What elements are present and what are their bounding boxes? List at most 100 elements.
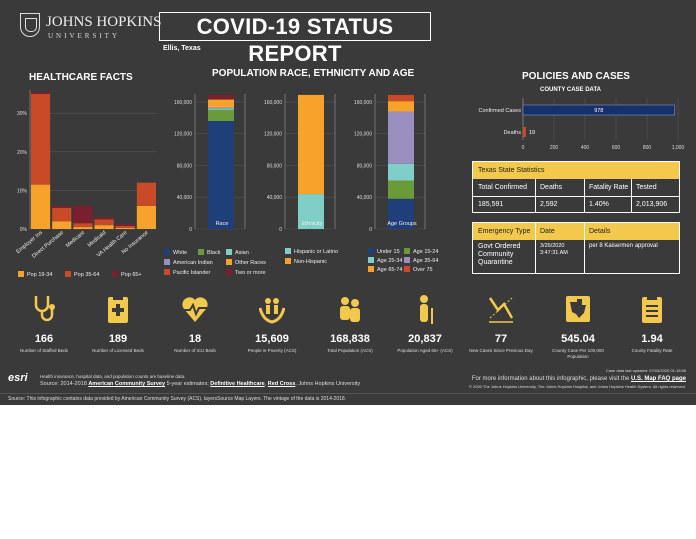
age-bar-segment bbox=[388, 180, 414, 199]
legend-swatch bbox=[198, 249, 204, 255]
legend-swatch bbox=[164, 249, 170, 255]
healthcare-y-tick: 20% bbox=[17, 150, 28, 156]
healthcare-bar bbox=[52, 207, 72, 222]
case-data-label: 978 bbox=[594, 108, 603, 114]
state-header-total: Total Confirmed bbox=[478, 184, 528, 191]
policy-header-date: Date bbox=[540, 228, 555, 235]
healthcare-bar bbox=[94, 219, 114, 226]
clipboard-list-icon bbox=[642, 295, 662, 323]
case-x-tick: 400 bbox=[581, 145, 590, 151]
shield-icon bbox=[20, 13, 40, 37]
age-y-tick: 0 bbox=[369, 227, 372, 233]
definitive-healthcare-link[interactable]: Definitive Healthcare bbox=[210, 381, 265, 387]
healthcare-bar bbox=[136, 182, 156, 206]
stat-value: 168,838 bbox=[330, 333, 370, 345]
case-category-label: Deaths bbox=[504, 130, 522, 136]
healthcare-bar bbox=[52, 221, 72, 229]
healthcare-bar bbox=[94, 217, 114, 220]
race-bar-segment bbox=[208, 107, 234, 109]
policy-table: Emergency Type Date Details Govt Ordered… bbox=[472, 222, 680, 274]
age-legend-item: Age 35-64 bbox=[404, 257, 438, 264]
ethnicity-y-tick: 40,000 bbox=[267, 195, 283, 201]
logo-line1: JOHNS HOPKINS bbox=[46, 14, 162, 30]
legend-swatch bbox=[368, 257, 374, 263]
infographic-card: JOHNS HOPKINS UNIVERSITY COVID-19 STATUS… bbox=[0, 0, 696, 405]
footer-bottom-source: Source: This infographic contains data p… bbox=[8, 396, 347, 402]
state-header-tested: Tested bbox=[636, 184, 657, 191]
red-cross-link[interactable]: Red Cross bbox=[267, 381, 296, 387]
race-y-tick: 40,000 bbox=[177, 195, 193, 201]
age-y-tick: 160,000 bbox=[354, 100, 372, 106]
jhu-logo: JOHNS HOPKINS UNIVERSITY bbox=[20, 13, 161, 47]
healthcare-bar bbox=[73, 227, 93, 229]
healthcare-y-tick: 30% bbox=[17, 111, 28, 117]
stat-value: 545.04 bbox=[561, 333, 595, 345]
case-x-tick: 0 bbox=[522, 145, 525, 151]
healthcare-bar bbox=[73, 223, 93, 228]
legend-swatch bbox=[285, 258, 291, 264]
age-chart: 160,000 120,000 80,000 40,000 0 Age Groups bbox=[354, 94, 426, 233]
race-legend-item: Pacific Islander bbox=[164, 269, 210, 276]
race-y-tick: 160,000 bbox=[174, 100, 192, 106]
case-x-tick: 800 bbox=[643, 145, 652, 151]
race-bar-segment bbox=[208, 99, 234, 108]
ethnicity-legend-item: Hispanic or Latino bbox=[285, 248, 338, 255]
clipboard-medical-icon bbox=[108, 295, 128, 323]
copyright: © 2020 The Johns Hopkins University, The… bbox=[468, 384, 686, 389]
healthcare-title: HEALTHCARE FACTS bbox=[29, 72, 133, 83]
healthcare-bar bbox=[31, 93, 51, 185]
ethnicity-y-tick: 160,000 bbox=[264, 100, 282, 106]
policy-date: 3/26/2020 3:47:31 AM bbox=[540, 243, 568, 256]
county-case-chart: 0 200 400 600 800 1,000 Confirmed Cases 978 Deat… bbox=[479, 98, 684, 151]
race-bar-segment bbox=[208, 121, 234, 229]
legend-swatch bbox=[164, 269, 170, 275]
age-y-tick: 120,000 bbox=[354, 132, 372, 138]
race-legend-item: Black bbox=[198, 249, 220, 256]
legend-swatch bbox=[112, 271, 118, 277]
state-header-fatality: Fatality Rate bbox=[589, 184, 629, 191]
healthcare-legend-item: Pop 65+ bbox=[112, 271, 142, 278]
county-case-subtitle: COUNTY CASE DATA bbox=[540, 87, 602, 93]
acs-link[interactable]: American Community Survey bbox=[88, 381, 166, 387]
age-legend-item: Age 65-74 bbox=[368, 266, 402, 273]
state-value-tested: 2,013,906 bbox=[636, 201, 668, 208]
policy-header-type: Emergency Type bbox=[478, 228, 531, 235]
ethnicity-chart: 160,000 120,000 80,000 40,000 0 Ethnicity bbox=[264, 94, 336, 233]
faq-link[interactable]: U.S. Map FAQ page bbox=[630, 376, 686, 382]
legend-swatch bbox=[226, 249, 232, 255]
case-category-label: Confirmed Cases bbox=[479, 108, 522, 114]
location-label: Ellis, Texas bbox=[163, 45, 201, 52]
policy-type: Govt Ordered Community Quarantine bbox=[478, 243, 521, 266]
age-x-label: Age Groups bbox=[387, 221, 417, 227]
ethnicity-x-label: Ethnicity bbox=[302, 221, 323, 227]
legend-swatch bbox=[65, 271, 71, 277]
stat-label: County Case Per 100,000 Population bbox=[552, 348, 604, 359]
logo-line2: UNIVERSITY bbox=[48, 32, 120, 40]
race-bar-segment bbox=[208, 108, 234, 110]
page-title: COVID-19 STATUS REPORT bbox=[159, 12, 431, 66]
race-bar-segment bbox=[208, 109, 234, 121]
race-y-tick: 120,000 bbox=[174, 132, 192, 138]
stat-value: 18 bbox=[188, 333, 202, 345]
trend-chart-icon bbox=[488, 297, 514, 323]
race-legend-item: Two or more bbox=[226, 269, 266, 276]
case-x-tick: 600 bbox=[612, 145, 621, 151]
race-legend-item: Other Races bbox=[226, 259, 266, 266]
esri-logo: esri bbox=[8, 372, 28, 384]
state-value-total: 185,591 bbox=[478, 201, 504, 208]
more-info: For more information about this infograp… bbox=[471, 376, 686, 382]
stat-value: 20,837 bbox=[408, 333, 442, 345]
ethnicity-bar-segment bbox=[298, 94, 324, 195]
race-bar-segment bbox=[208, 94, 234, 100]
legend-swatch bbox=[404, 257, 410, 263]
stat-label: County Fatality Rate bbox=[631, 348, 673, 353]
policy-details: per 8 Kaisermen approval bbox=[589, 243, 658, 249]
stat-value: 166 bbox=[34, 333, 54, 345]
healthcare-bar bbox=[115, 227, 135, 229]
healthcare-x-tick: Medicare bbox=[65, 230, 86, 249]
case-data-label: 19 bbox=[529, 130, 535, 136]
healthcare-bar bbox=[31, 91, 51, 94]
race-legend-item: Asian bbox=[226, 249, 249, 256]
footer-baseline-note: Health insurance, hospital data, and pop… bbox=[40, 374, 186, 379]
